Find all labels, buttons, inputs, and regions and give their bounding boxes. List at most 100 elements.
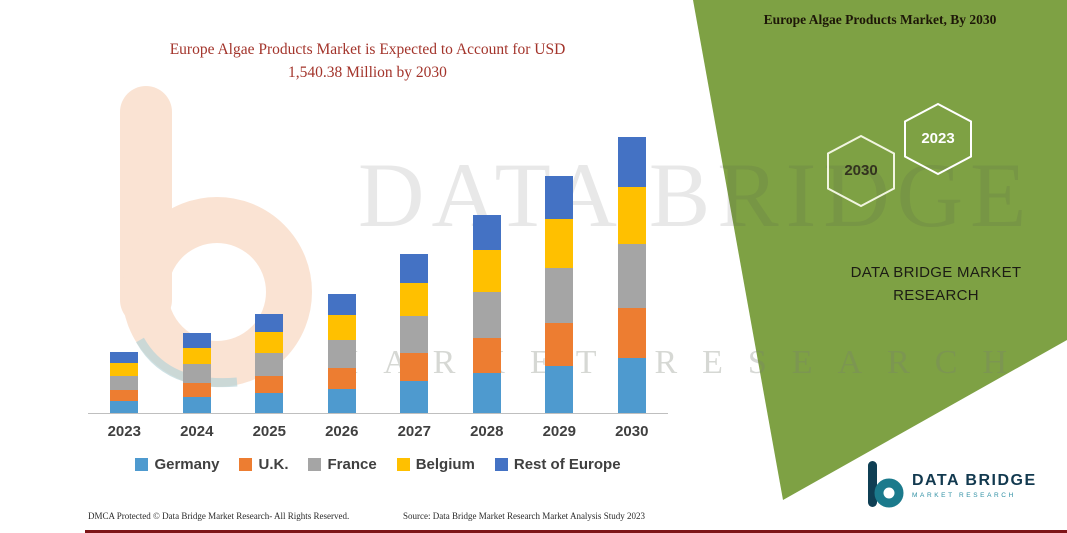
- banner-title: Europe Algae Products Market, By 2030: [763, 12, 997, 27]
- x-axis-label-2025: 2025: [252, 423, 286, 440]
- hexagon-2030-label: 2030: [844, 162, 877, 179]
- bar-column-2029: [523, 133, 596, 413]
- segment-u-k-2023: [110, 389, 139, 401]
- segment-germany-2023: [110, 400, 139, 413]
- segment-belgium-2030: [617, 186, 646, 245]
- legend-item-belgium: Belgium: [396, 456, 475, 473]
- x-axis-label-2029: 2029: [542, 423, 576, 440]
- segment-germany-2024: [182, 397, 211, 413]
- segment-rest-of-europe-2028: [472, 214, 501, 251]
- segment-germany-2030: [617, 357, 646, 413]
- watermark-b-bowl: [122, 197, 312, 387]
- footer-dmca-text: DMCA Protected © Data Bridge Market Rese…: [88, 511, 350, 521]
- stacked-bar-2025: [255, 314, 284, 413]
- bottom-accent-bar: [85, 530, 1067, 533]
- stacked-bar-2026: [327, 293, 356, 413]
- segment-germany-2029: [545, 365, 574, 413]
- segment-rest-of-europe-2024: [182, 333, 211, 348]
- segment-rest-of-europe-2029: [545, 176, 574, 219]
- watermark-tagline-text: MARKET RESEARCH: [328, 344, 1033, 381]
- company-logo-icon: [868, 461, 904, 508]
- brand-text: DATA BRIDGE MARKET RESEARCH: [838, 262, 1034, 307]
- legend-swatch-belgium: [396, 458, 410, 471]
- company-logo-text: DATA BRIDGE MARKET RESEARCH: [912, 472, 1037, 499]
- company-logo-tagline: MARKET RESEARCH: [912, 491, 1016, 499]
- segment-u-k-2027: [400, 352, 429, 382]
- segment-france-2023: [110, 375, 139, 390]
- legend-label-france: France: [327, 456, 377, 473]
- segment-belgium-2025: [255, 331, 284, 353]
- chart-title: Europe Algae Products Market is Expected…: [90, 38, 645, 85]
- legend-item-france: France: [308, 456, 377, 473]
- legend-swatch-u-k: [239, 458, 253, 471]
- year-hexagons: 2030 2023: [827, 102, 972, 208]
- hexagon-2023: [904, 102, 972, 176]
- segment-belgium-2024: [182, 347, 211, 365]
- legend-label-belgium: Belgium: [415, 456, 475, 473]
- x-axis-labels: 2023 2024 2025 2026 2027 2028 2029 2030: [88, 423, 668, 440]
- segment-germany-2025: [255, 393, 284, 413]
- legend-item-rest-of-europe: Rest of Europe: [494, 456, 621, 473]
- bar-column-2023: [88, 133, 161, 413]
- watermark-teal-arc: [136, 337, 238, 388]
- bar-column-2026: [306, 133, 379, 413]
- footer-source-text: Source: Data Bridge Market Research Mark…: [403, 511, 645, 521]
- segment-france-2025: [255, 352, 284, 376]
- legend-swatch-france: [308, 458, 322, 471]
- bar-column-2027: [378, 133, 451, 413]
- green-band-shape: [693, 0, 1067, 500]
- segment-france-2026: [327, 340, 356, 368]
- stacked-bar-2024: [182, 333, 211, 413]
- legend-item-u-k: U.K.: [239, 456, 288, 473]
- segment-rest-of-europe-2030: [617, 136, 646, 187]
- segment-u-k-2029: [545, 322, 574, 366]
- x-axis-label-2030: 2030: [615, 423, 649, 440]
- chart-title-line2: 1,540.38 Million by 2030: [288, 64, 447, 82]
- bar-column-2024: [161, 133, 234, 413]
- bar-column-2028: [451, 133, 524, 413]
- x-axis-label-2024: 2024: [180, 423, 214, 440]
- legend-swatch-germany: [135, 458, 149, 471]
- watermark-b-logo: [120, 86, 312, 388]
- segment-rest-of-europe-2026: [327, 293, 356, 316]
- segment-france-2029: [545, 268, 574, 323]
- segment-belgium-2028: [472, 250, 501, 293]
- segment-u-k-2024: [182, 382, 211, 398]
- x-axis-label-2026: 2026: [325, 423, 359, 440]
- segment-france-2027: [400, 316, 429, 353]
- segment-belgium-2029: [545, 218, 574, 269]
- stacked-bar-2030: [617, 136, 646, 413]
- segment-belgium-2027: [400, 282, 429, 317]
- legend: Germany U.K. France Belgium Rest of Europe: [88, 456, 668, 473]
- x-axis-label-2028: 2028: [470, 423, 504, 440]
- chart-title-line1: Europe Algae Products Market is Expected…: [169, 41, 566, 58]
- legend-label-rest-of-europe: Rest of Europe: [513, 456, 621, 473]
- segment-rest-of-europe-2023: [110, 352, 139, 364]
- legend-swatch-rest-of-europe: [494, 458, 508, 471]
- x-axis-label-2023: 2023: [107, 423, 141, 440]
- segment-belgium-2023: [110, 363, 139, 376]
- segment-france-2024: [182, 364, 211, 383]
- company-logo-name: DATA BRIDGE: [912, 471, 1037, 489]
- brand-text-line1: DATA BRIDGE MARKET: [850, 264, 1022, 281]
- stacked-bar-2028: [472, 214, 501, 413]
- brand-text-line2: RESEARCH: [893, 286, 979, 304]
- legend-item-germany: Germany: [135, 456, 219, 473]
- company-logo: DATA BRIDGE MARKET RESEARCH: [864, 460, 1037, 510]
- segment-u-k-2028: [472, 337, 501, 374]
- segment-belgium-2026: [327, 315, 356, 341]
- segment-u-k-2025: [255, 375, 284, 394]
- segment-rest-of-europe-2027: [400, 254, 429, 283]
- segment-u-k-2026: [327, 367, 356, 390]
- hexagon-2023-label: 2023: [921, 130, 954, 147]
- segment-rest-of-europe-2025: [255, 314, 284, 332]
- segment-germany-2028: [472, 373, 501, 413]
- segment-u-k-2030: [617, 308, 646, 358]
- x-axis-label-2027: 2027: [397, 423, 431, 440]
- stacked-bar-2023: [110, 352, 139, 413]
- legend-label-u-k: U.K.: [258, 456, 289, 473]
- bar-column-2025: [233, 133, 306, 413]
- hexagon-2030: [827, 134, 895, 208]
